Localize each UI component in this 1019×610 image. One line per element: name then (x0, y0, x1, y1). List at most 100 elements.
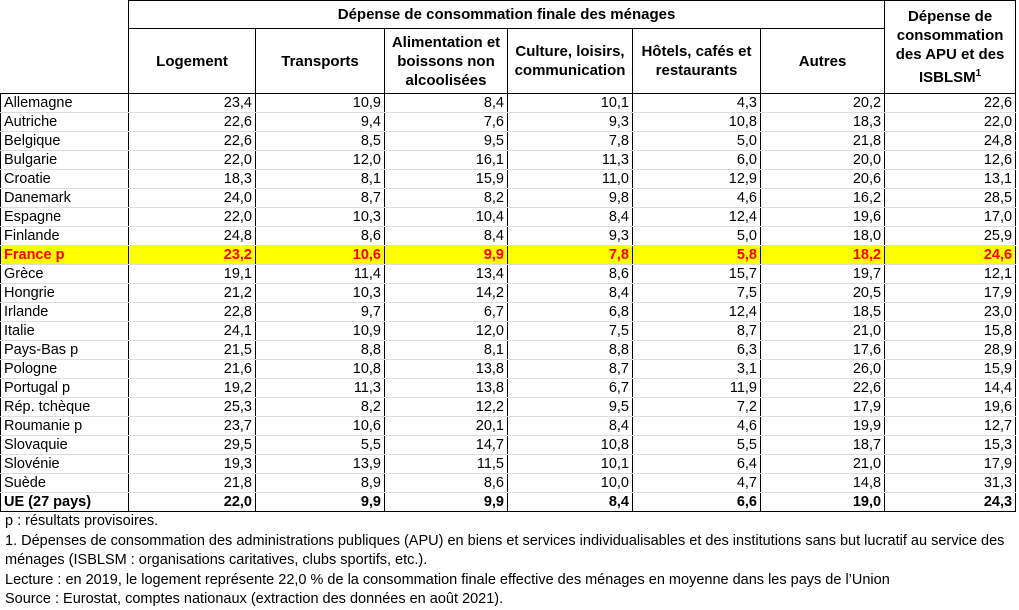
value-cell: 23,4 (128, 93, 256, 113)
value-cell: 6,7 (384, 302, 508, 322)
value-cell: 5,5 (632, 435, 761, 455)
value-cell: 5,0 (632, 131, 761, 151)
value-cell: 8,7 (255, 188, 385, 208)
value-cell: 18,2 (759, 245, 886, 265)
value-cell: 8,4 (507, 207, 633, 227)
value-cell: 9,4 (255, 112, 385, 132)
value-cell: 19,1 (128, 264, 256, 284)
value-cell: 9,8 (507, 188, 633, 208)
table-row: France p 23,2 10,6 9,9 7,8 5,8 18,2 24,6 (0, 245, 1017, 265)
row-label: Slovénie (0, 454, 129, 474)
value-cell: 15,7 (632, 264, 761, 284)
table-row: Italie 24,1 10,9 12,0 7,5 8,7 21,0 15,8 (0, 321, 1017, 341)
value-cell: 8,6 (255, 226, 385, 246)
value-cell: 3,1 (632, 359, 761, 379)
value-cell: 18,7 (759, 435, 886, 455)
value-cell: 23,2 (128, 245, 256, 265)
value-cell: 9,7 (255, 302, 385, 322)
column-header-row: Logement Transports Alimentation et boisso… (1, 28, 1016, 94)
value-cell: 12,6 (884, 150, 1017, 170)
column-header: Culture, loisirs, communication (507, 28, 633, 94)
value-cell: 8,7 (507, 359, 633, 379)
value-cell: 9,3 (507, 226, 633, 246)
table-row: Hongrie 21,2 10,3 14,2 8,4 7,5 20,5 17,9 (0, 283, 1017, 303)
value-cell: 10,3 (255, 207, 385, 227)
value-cell: 24,0 (128, 188, 256, 208)
value-cell: 19,0 (759, 492, 886, 512)
value-cell: 26,0 (759, 359, 886, 379)
column-header: Logement (128, 28, 256, 94)
value-cell: 28,5 (884, 188, 1017, 208)
row-label: Rép. tchèque (0, 397, 129, 417)
row-label: Roumanie p (0, 416, 129, 436)
value-cell: 21,8 (128, 473, 256, 493)
value-cell: 6,0 (632, 150, 761, 170)
row-label: Suède (0, 473, 129, 493)
table-row: Grèce 19,1 11,4 13,4 8,6 15,7 19,7 12,1 (0, 264, 1017, 284)
column-header: Transports (255, 28, 385, 94)
value-cell: 18,3 (128, 169, 256, 189)
table-row: Pologne 21,6 10,8 13,8 8,7 3,1 26,0 15,9 (0, 359, 1017, 379)
row-label: Grèce (0, 264, 129, 284)
table-header: Dépense de consommation finale des ménag… (0, 0, 1017, 94)
value-cell: 5,0 (632, 226, 761, 246)
value-cell: 13,4 (384, 264, 508, 284)
value-cell: 12,0 (255, 150, 385, 170)
value-cell: 6,4 (632, 454, 761, 474)
notes: p : résultats provisoires. 1. Dépenses de… (0, 512, 1015, 610)
value-cell: 23,0 (884, 302, 1017, 322)
table-row: Roumanie p 23,7 10,6 20,1 8,4 4,6 19,9 12,7 (0, 416, 1017, 436)
value-cell: 8,8 (255, 340, 385, 360)
value-cell: 17,9 (884, 454, 1017, 474)
value-cell: 22,8 (128, 302, 256, 322)
value-cell: 8,6 (384, 473, 508, 493)
value-cell: 10,9 (255, 93, 385, 113)
value-cell: 22,0 (128, 492, 256, 512)
table-row: Danemark 24,0 8,7 8,2 9,8 4,6 16,2 28,5 (0, 188, 1017, 208)
value-cell: 8,6 (507, 264, 633, 284)
value-cell: 24,8 (128, 226, 256, 246)
table-row: Irlande 22,8 9,7 6,7 6,8 12,4 18,5 23,0 (0, 302, 1017, 322)
value-cell: 4,6 (632, 416, 761, 436)
value-cell: 28,9 (884, 340, 1017, 360)
value-cell: 9,9 (255, 492, 385, 512)
value-cell: 7,5 (507, 321, 633, 341)
row-label: Finlande (0, 226, 129, 246)
value-cell: 11,5 (384, 454, 508, 474)
value-cell: 29,5 (128, 435, 256, 455)
value-cell: 19,3 (128, 454, 256, 474)
value-cell: 11,3 (255, 378, 385, 398)
value-cell: 13,1 (884, 169, 1017, 189)
value-cell: 7,5 (632, 283, 761, 303)
value-cell: 19,9 (759, 416, 886, 436)
value-cell: 18,3 (759, 112, 886, 132)
note: 1. Dépenses de consommation des administ… (5, 532, 1005, 569)
value-cell: 8,1 (384, 340, 508, 360)
value-cell: 9,5 (507, 397, 633, 417)
value-cell: 4,3 (632, 93, 761, 113)
header-text: Dépense de consommation des APU et des I… (895, 8, 1005, 86)
value-cell: 13,8 (384, 378, 508, 398)
value-cell: 16,1 (384, 150, 508, 170)
value-cell: 24,3 (884, 492, 1017, 512)
value-cell: 15,9 (384, 169, 508, 189)
value-cell: 10,1 (507, 93, 633, 113)
value-cell: 15,9 (884, 359, 1017, 379)
value-cell: 11,3 (507, 150, 633, 170)
value-cell: 10,9 (255, 321, 385, 341)
table-body: Allemagne 23,4 10,9 8,4 10,1 4,3 20,2 22,6 Autri… (0, 93, 1017, 512)
value-cell: 14,7 (384, 435, 508, 455)
row-label: Pays-Bas p (0, 340, 129, 360)
value-cell: 20,5 (759, 283, 886, 303)
value-cell: 8,4 (384, 93, 508, 113)
value-cell: 20,1 (384, 416, 508, 436)
value-cell: 20,6 (759, 169, 886, 189)
table-row: Espagne 22,0 10,3 10,4 8,4 12,4 19,6 17,0 (0, 207, 1017, 227)
value-cell: 10,6 (255, 245, 385, 265)
value-cell: 17,9 (759, 397, 886, 417)
value-cell: 22,6 (759, 378, 886, 398)
table-row: Slovénie 19,3 13,9 11,5 10,1 6,4 21,0 17,9 (0, 454, 1017, 474)
value-cell: 21,8 (759, 131, 886, 151)
note: Lecture : en 2019, le logement représent… (5, 571, 890, 588)
